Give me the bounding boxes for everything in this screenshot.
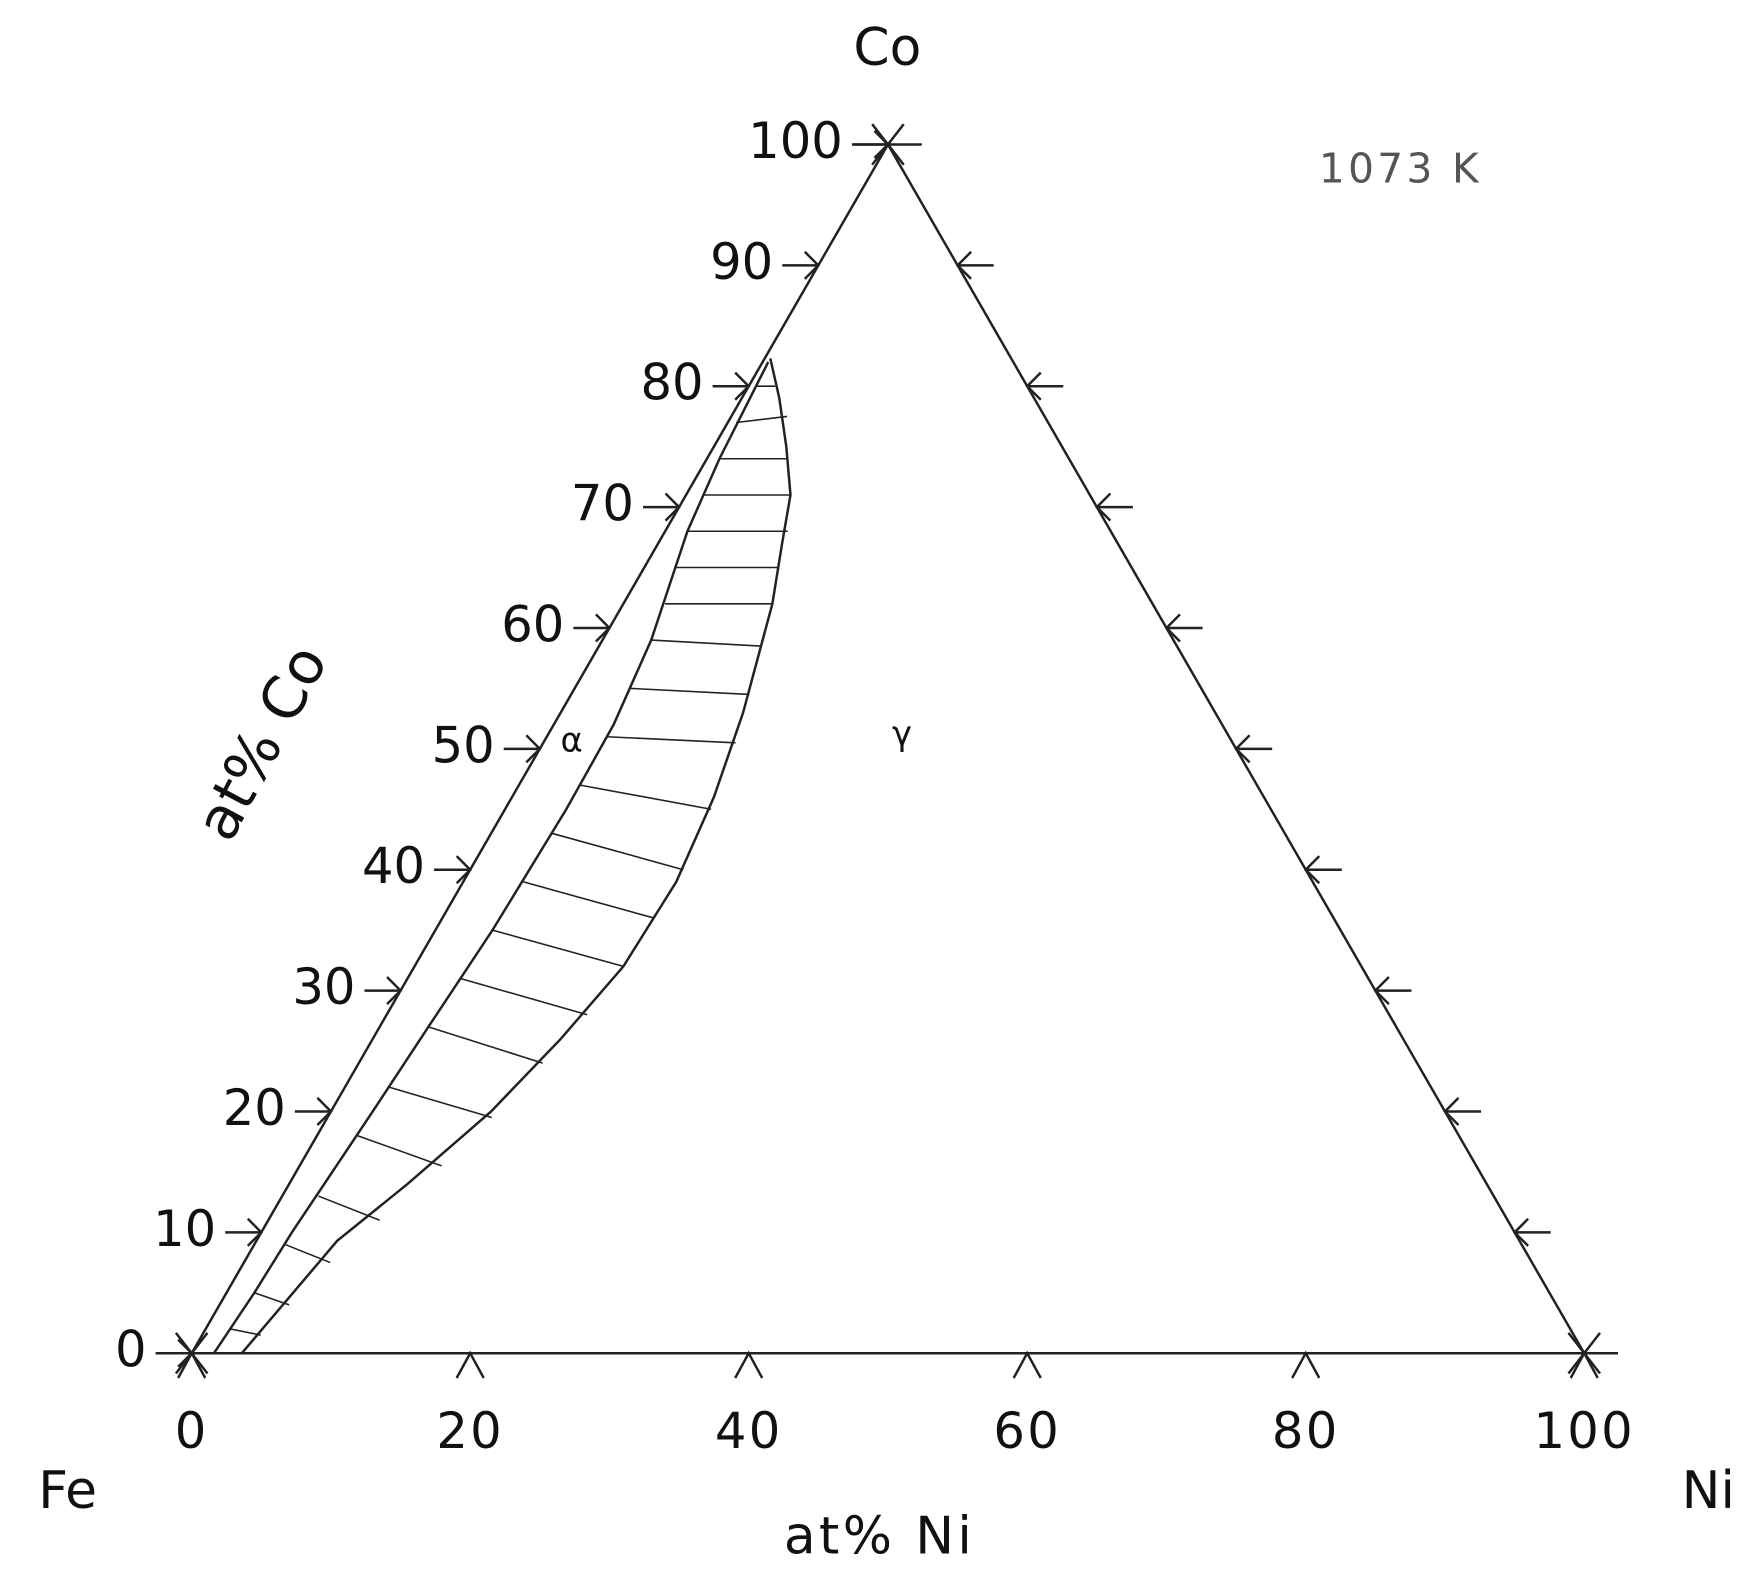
y-tick-label: 0 [115, 1321, 147, 1379]
y-tick-label: 10 [153, 1200, 216, 1258]
y-tick-label: 70 [571, 475, 634, 533]
phase-boundary [240, 358, 792, 1355]
tie-line [230, 1328, 261, 1336]
tie-line [651, 639, 761, 647]
right-tick [1095, 492, 1133, 522]
corner-label: Fe [38, 1461, 97, 1521]
right-tick [1025, 371, 1064, 401]
y-tick [225, 1217, 264, 1247]
phase-boundary [212, 361, 770, 1354]
right-tick [1303, 855, 1342, 885]
tie-line [492, 929, 624, 968]
corner-label: Co [853, 18, 921, 78]
y-tick [642, 492, 681, 522]
x-tick-label: 100 [1533, 1402, 1634, 1460]
y-tick [364, 976, 403, 1005]
tie-line [606, 735, 736, 744]
right-tick [1164, 613, 1203, 643]
tie-line [389, 1086, 493, 1119]
y-tick [851, 130, 890, 159]
x-tick [1569, 1350, 1599, 1379]
y-tick-label: 30 [292, 958, 355, 1016]
y-tick-label: 40 [362, 837, 425, 895]
annotation: 1073 K [1319, 145, 1482, 193]
y-tick [294, 1097, 333, 1126]
x-tick-label: 20 [436, 1402, 504, 1460]
corner-label: Ni [1682, 1461, 1735, 1521]
y-axis-label: at% Co [182, 634, 341, 851]
tie-line [630, 687, 750, 696]
y-tick-label: 80 [640, 354, 703, 412]
x-tick-label: 80 [1272, 1402, 1340, 1460]
y-tick [782, 250, 821, 280]
right-tick [1443, 1097, 1482, 1126]
triangle-frame [157, 141, 1619, 1355]
y-tick [434, 855, 472, 885]
tie-line [460, 977, 588, 1016]
phase-label: γ [892, 714, 912, 753]
x-axis-label: at% Ni [784, 1506, 975, 1566]
y-tick [712, 371, 751, 401]
right-tick [1234, 734, 1273, 764]
y-tick-label: 100 [748, 112, 843, 170]
x-tick [455, 1350, 485, 1379]
right-tick [955, 250, 994, 280]
right-tick [1512, 1217, 1551, 1247]
tie-line [736, 415, 788, 424]
tie-line [318, 1195, 380, 1221]
right-tick [1373, 976, 1412, 1005]
y-tick-label: 60 [501, 595, 564, 653]
x-tick [1012, 1350, 1042, 1379]
y-tick [503, 734, 542, 764]
tie-line [428, 1026, 543, 1064]
tie-line [552, 832, 684, 871]
y-tick-label: 20 [223, 1079, 286, 1137]
phase-label: α [561, 721, 583, 760]
tie-line [522, 881, 655, 919]
y-tick-label: 50 [432, 716, 495, 774]
x-tick-label: 40 [715, 1402, 783, 1460]
x-tick [734, 1350, 764, 1379]
x-tick-label: 60 [993, 1402, 1061, 1460]
x-tick [177, 1350, 207, 1379]
tie-line [580, 784, 712, 811]
x-tick [1291, 1350, 1321, 1379]
y-tick-label: 90 [710, 233, 773, 291]
tie-line [357, 1134, 442, 1167]
tie-line [284, 1243, 331, 1264]
y-tick [573, 613, 612, 643]
x-tick-label: 0 [175, 1402, 209, 1460]
